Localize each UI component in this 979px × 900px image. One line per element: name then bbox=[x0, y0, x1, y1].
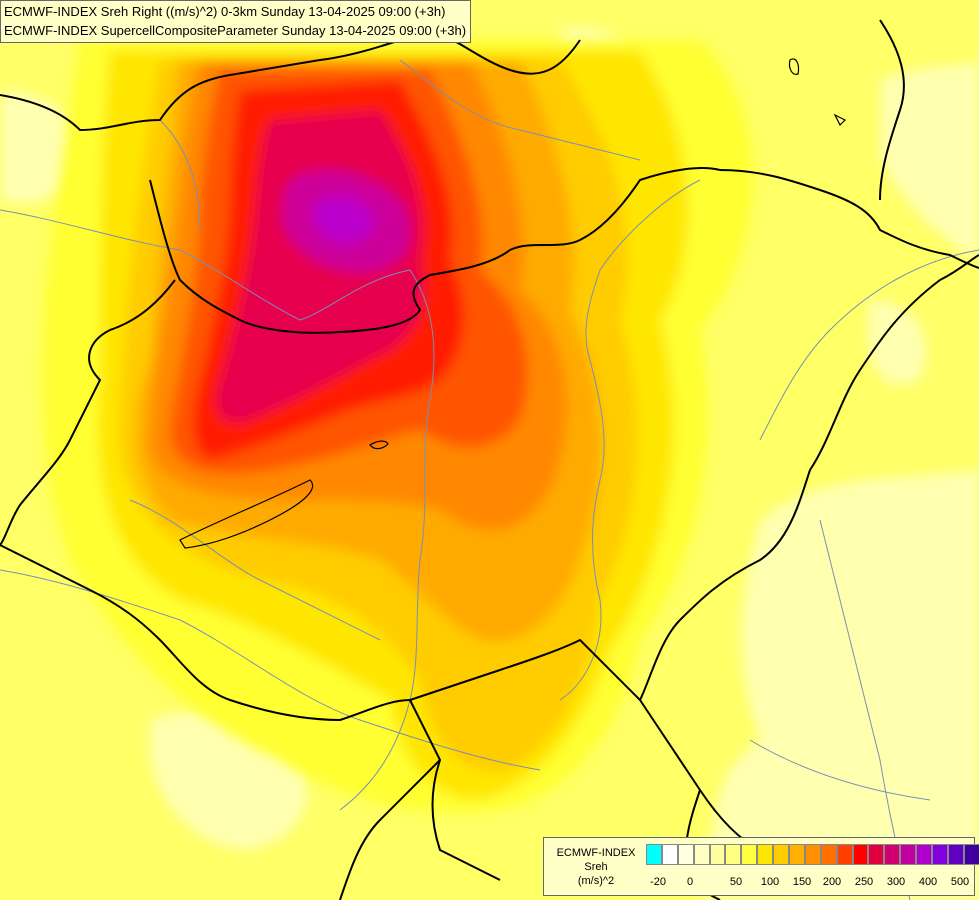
legend-tick-label: 250 bbox=[854, 876, 874, 888]
pale-region-northeast bbox=[880, 60, 979, 260]
siret-river bbox=[749, 739, 931, 801]
border-ukraine-romania-north bbox=[879, 19, 905, 201]
morava-river bbox=[159, 119, 201, 231]
legend-tick-label: 200 bbox=[822, 876, 842, 888]
legend-swatch bbox=[741, 844, 758, 865]
legend-swatch bbox=[709, 844, 726, 865]
northern-river bbox=[399, 59, 641, 161]
legend-swatch bbox=[963, 844, 979, 865]
danube-river bbox=[0, 209, 435, 811]
legend-swatch bbox=[916, 844, 933, 865]
legend-title-variable: Sreh bbox=[584, 861, 608, 873]
legend-swatch bbox=[789, 844, 805, 865]
legend-swatch bbox=[836, 844, 853, 865]
border-hungary-serbia-romania bbox=[409, 639, 761, 851]
lake-small-2 bbox=[788, 58, 800, 75]
legend-swatch bbox=[947, 844, 964, 865]
pale-region-east-mid bbox=[867, 300, 927, 386]
legend-title-source: ECMWF-INDEX bbox=[556, 847, 636, 859]
legend-swatch bbox=[804, 844, 821, 865]
legend-swatch bbox=[693, 844, 710, 865]
legend-swatch bbox=[852, 844, 869, 865]
legend-swatches bbox=[646, 844, 979, 865]
legend-tick-label: 100 bbox=[760, 876, 780, 888]
legend-swatch bbox=[820, 844, 837, 865]
legend-tick-label: -20 bbox=[650, 876, 666, 888]
drava-river bbox=[129, 499, 381, 641]
title-line-scp: ECMWF-INDEX SupercellCompositeParameter … bbox=[4, 23, 467, 38]
legend-swatch bbox=[646, 844, 662, 865]
legend-tick-label: 0 bbox=[686, 876, 694, 888]
legend-swatch bbox=[773, 844, 790, 865]
border-austria-hungary bbox=[149, 167, 721, 334]
lake-balaton bbox=[179, 479, 314, 549]
band-purple bbox=[313, 196, 374, 244]
pale-region-east bbox=[700, 470, 979, 900]
pale-region-west bbox=[0, 90, 80, 204]
legend-swatch bbox=[932, 844, 948, 865]
border-serbia-bosnia bbox=[339, 759, 441, 900]
lake-small-3 bbox=[833, 113, 847, 127]
eastern-river bbox=[759, 249, 979, 441]
border-hungary-west bbox=[0, 279, 176, 546]
legend-swatch bbox=[757, 844, 774, 865]
lake-small-1 bbox=[369, 440, 389, 450]
map-title-box: ECMWF-INDEX Sreh Right ((m/s)^2) 0-3km S… bbox=[0, 0, 472, 43]
legend-swatch bbox=[725, 844, 742, 865]
river-lines bbox=[0, 59, 979, 900]
legend-tick-label: 500 bbox=[950, 876, 970, 888]
border-slovakia-ukraine bbox=[719, 169, 979, 269]
tisza-river bbox=[559, 179, 701, 701]
border-hungary-slovenia-croatia bbox=[0, 544, 501, 881]
title-line-sreh: ECMWF-INDEX Sreh Right ((m/s)^2) 0-3km S… bbox=[4, 4, 446, 19]
legend-swatch bbox=[884, 844, 901, 865]
legend-tick-label: 400 bbox=[918, 876, 938, 888]
legend-title: ECMWF-INDEX Sreh (m/s)^2 bbox=[548, 846, 644, 888]
legend-ticks: -20050100150200250300400500700 bbox=[646, 875, 970, 889]
legend-title-unit: (m/s)^2 bbox=[577, 875, 615, 887]
color-legend: ECMWF-INDEX Sreh (m/s)^2 -20 0 50 100 150 200… bbox=[543, 837, 979, 896]
legend-swatch bbox=[661, 844, 678, 865]
legend-swatch bbox=[900, 844, 917, 865]
legend-swatch bbox=[677, 844, 694, 865]
border-hungary-romania bbox=[639, 254, 979, 701]
legend-swatch bbox=[868, 844, 885, 865]
legend-tick-label: 300 bbox=[886, 876, 906, 888]
legend-tick-label: 50 bbox=[729, 876, 743, 888]
border-czech-slovakia-austria bbox=[0, 29, 581, 131]
legend-tick-label: 150 bbox=[792, 876, 812, 888]
